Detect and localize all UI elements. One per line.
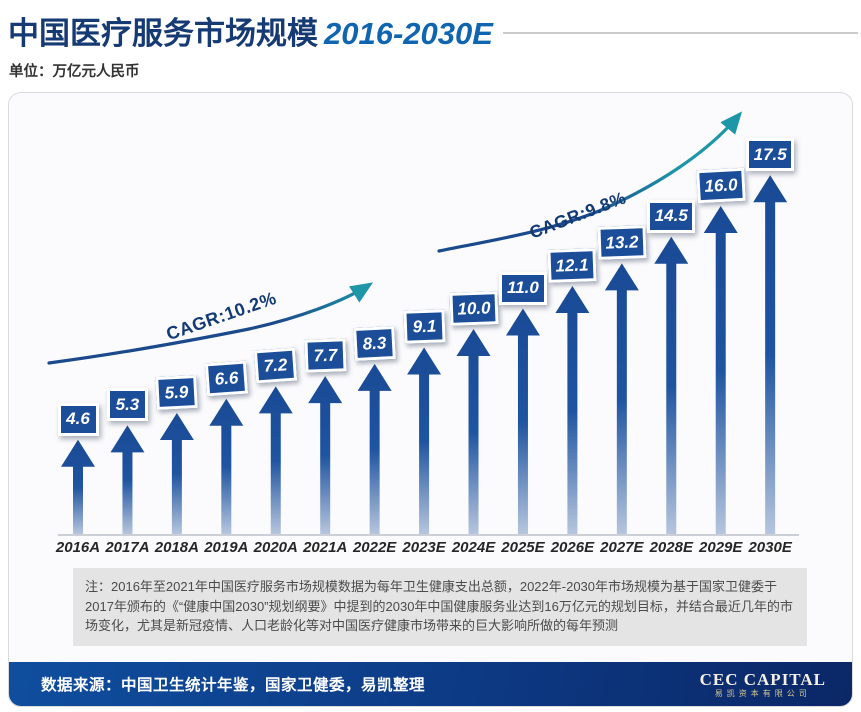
cec-capital-logo: CEC CAPITAL 易凯资本有限公司 <box>700 669 826 699</box>
logo-chinese-name: 易凯资本有限公司 <box>714 689 811 699</box>
logo-wordmark: CEC CAPITAL <box>699 669 826 689</box>
title-year-range: 2016-2030E <box>324 16 493 51</box>
bar-arrow <box>654 236 689 534</box>
axis-label: 2020A <box>253 539 298 556</box>
data-source-text: 数据来源：中国卫生统计年鉴，国家卫健委，易凯整理 <box>41 677 426 694</box>
bar-value-label: 13.2 <box>597 225 647 261</box>
footnote: 注：2016年至2021年中国医疗服务市场规模数据为每年卫生健康支出总额，202… <box>73 568 807 646</box>
axis-label: 2018A <box>154 539 199 556</box>
bar-value-label: 16.0 <box>695 167 746 204</box>
axis-label: 2017A <box>105 539 150 556</box>
bar-arrow <box>456 329 491 534</box>
bars-group <box>61 175 788 534</box>
bar-arrow <box>357 363 392 534</box>
axis-label: 2026E <box>550 539 595 556</box>
title-chinese: 中国医疗服务市场规模 <box>8 16 318 51</box>
bar-value-label: 6.6 <box>204 360 248 397</box>
cagr-swoosh-left <box>47 282 374 365</box>
page-title: 中国医疗服务市场规模 2016-2030E <box>8 8 493 53</box>
chart-canvas <box>47 111 788 534</box>
bar-value-label: 7.2 <box>254 348 298 384</box>
bar-arrow <box>110 425 145 534</box>
bar-value-label: 4.6 <box>57 402 99 436</box>
bar-arrow <box>258 386 293 534</box>
bar-arrow <box>407 347 442 534</box>
cagr-swoosh-right <box>437 111 743 253</box>
header-divider-line <box>503 32 858 34</box>
bar-arrow <box>505 308 540 534</box>
bar-arrow <box>159 413 194 534</box>
bar-value-label: 5.3 <box>106 388 148 422</box>
axis-label: 2021A <box>303 539 348 556</box>
axis-label: 2028E <box>649 539 693 556</box>
bar-arrow <box>555 285 590 534</box>
bar-arrow <box>209 398 244 534</box>
axis-label: 2025E <box>501 539 545 556</box>
bar-value-label: 14.5 <box>647 199 696 233</box>
axis-label: 2019A <box>204 539 249 556</box>
axis-label: 2030E <box>748 539 792 556</box>
axis-label: 2024E <box>451 539 496 556</box>
axis-label: 2022E <box>352 539 397 556</box>
axis-label: 2023E <box>402 539 446 556</box>
bar-value-label: 9.1 <box>403 309 446 345</box>
chart-area: CAGR:10.2% CAGR:9.8% 4.6 2016A 5.3 2017A 5.9… <box>9 93 854 563</box>
bar-value-label: 8.3 <box>353 325 396 361</box>
bar-arrow <box>753 175 788 534</box>
bar-value-label: 5.9 <box>155 374 199 411</box>
bar-arrow <box>604 263 639 534</box>
axis-label: 2027E <box>600 539 644 556</box>
bar-arrow <box>308 376 343 534</box>
bar-value-label: 17.5 <box>746 138 795 172</box>
bar-value-label: 10.0 <box>448 291 499 326</box>
axis-label: 2016A <box>55 539 101 556</box>
footer-bar: 数据来源：中国卫生统计年鉴，国家卫健委，易凯整理 CEC CAPITAL 易凯资… <box>9 662 852 706</box>
bar-value-label: 11.0 <box>498 271 547 305</box>
chart-panel: CAGR:10.2% CAGR:9.8% 4.6 2016A 5.3 2017A 5.9… <box>8 92 853 707</box>
x-axis-line <box>58 534 799 536</box>
bar-value-label: 12.1 <box>547 248 597 283</box>
bar-arrow <box>703 206 738 534</box>
bar-value-label: 7.7 <box>304 338 347 373</box>
unit-label: 单位：万亿元人民币 <box>9 64 140 80</box>
bar-arrow <box>61 439 95 534</box>
axis-label: 2029E <box>699 539 743 556</box>
